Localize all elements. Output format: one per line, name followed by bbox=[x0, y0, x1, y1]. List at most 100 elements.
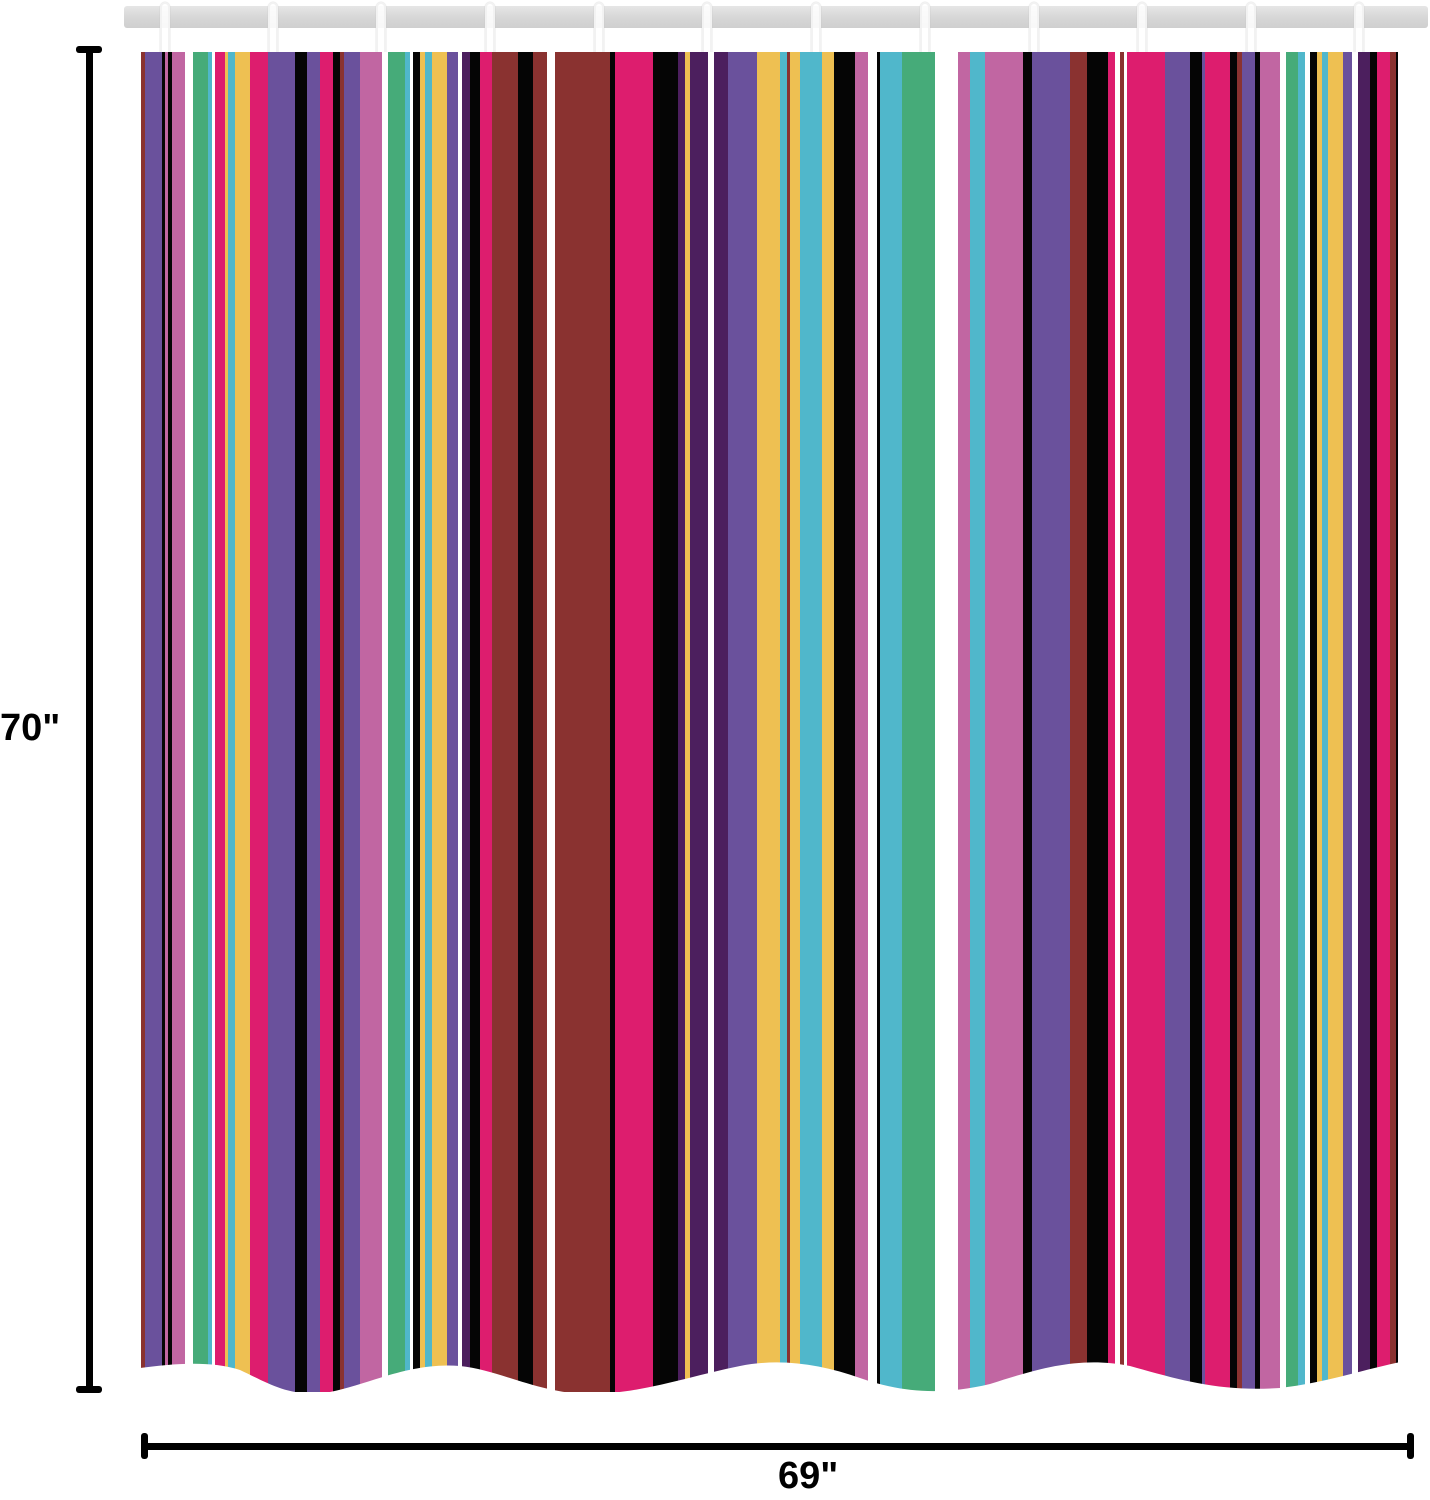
stripe-black bbox=[470, 52, 480, 1392]
stripe-purple bbox=[344, 52, 360, 1392]
stripe-purple bbox=[1165, 52, 1190, 1392]
stripe-brown bbox=[492, 52, 518, 1392]
stripe-purple bbox=[1343, 52, 1352, 1392]
stripe-orchid bbox=[855, 52, 868, 1392]
stripe-black bbox=[168, 52, 172, 1392]
stripe-yellow bbox=[757, 52, 780, 1392]
stripe-purple bbox=[268, 52, 295, 1392]
stripe-darkpurple bbox=[678, 52, 685, 1392]
stripe-teal bbox=[780, 52, 787, 1392]
stripe-black bbox=[834, 52, 855, 1392]
stripe-magenta bbox=[615, 52, 653, 1392]
stripe-white bbox=[212, 52, 215, 1392]
stripe-yellow bbox=[822, 52, 834, 1392]
stripe-white bbox=[1115, 52, 1120, 1392]
stripe-white bbox=[1124, 52, 1127, 1392]
stripe-green bbox=[193, 52, 208, 1392]
stripe-yellow bbox=[420, 52, 425, 1392]
stripe-orchid bbox=[958, 52, 970, 1392]
stripe-darkpurple bbox=[462, 52, 470, 1392]
stripe-black bbox=[1396, 52, 1398, 1392]
stripe-black bbox=[610, 52, 615, 1392]
stripe-black bbox=[1370, 52, 1377, 1392]
height-dimension-top-cap bbox=[76, 46, 102, 53]
stripe-purple bbox=[1032, 52, 1070, 1392]
stripe-brown bbox=[533, 52, 547, 1392]
stripe-yellow bbox=[685, 52, 690, 1392]
stripe-orchid bbox=[165, 52, 168, 1392]
height-label: 70" bbox=[0, 707, 61, 749]
stripe-orchid bbox=[1260, 52, 1280, 1392]
stripe-magenta bbox=[250, 52, 268, 1392]
stripe-magenta bbox=[1127, 52, 1165, 1392]
stripe-purple bbox=[728, 52, 757, 1392]
stripe-darkpurple bbox=[714, 52, 728, 1392]
stripe-white bbox=[458, 52, 462, 1392]
stripe-teal bbox=[800, 52, 822, 1392]
stripe-darkpurple bbox=[690, 52, 708, 1392]
striped-curtain bbox=[141, 52, 1398, 1392]
stripe-teal bbox=[228, 52, 235, 1392]
width-dimension-line bbox=[143, 1443, 1413, 1450]
stripe-teal bbox=[970, 52, 985, 1392]
stripe-magenta bbox=[1377, 52, 1390, 1392]
stripe-white bbox=[185, 52, 193, 1392]
curtain-hem-wave bbox=[120, 1360, 1430, 1420]
stripe-brown bbox=[1120, 52, 1124, 1392]
stripe-black bbox=[413, 52, 420, 1392]
stripe-brown bbox=[340, 52, 344, 1392]
stripe-yellow bbox=[1317, 52, 1322, 1392]
stripe-black bbox=[162, 52, 165, 1392]
stripe-teal bbox=[1322, 52, 1328, 1392]
stripe-teal bbox=[405, 52, 410, 1392]
stripe-magenta bbox=[480, 52, 492, 1392]
stripe-magenta bbox=[1108, 52, 1115, 1392]
stripe-black bbox=[1023, 52, 1032, 1392]
stripe-green bbox=[388, 52, 405, 1392]
height-dimension-line bbox=[86, 48, 93, 1390]
stripe-white bbox=[410, 52, 413, 1392]
width-dimension-right-cap bbox=[1407, 1433, 1414, 1459]
stripe-white bbox=[868, 52, 877, 1392]
stripe-magenta bbox=[1205, 52, 1230, 1392]
stripe-orchid bbox=[360, 52, 382, 1392]
stripe-black bbox=[1255, 52, 1260, 1392]
stripe-orchid bbox=[985, 52, 1023, 1392]
stripe-brown bbox=[555, 52, 610, 1392]
stripe-white bbox=[382, 52, 388, 1392]
curtain-rod bbox=[124, 6, 1428, 28]
stripe-black bbox=[295, 52, 307, 1392]
stripe-black bbox=[1190, 52, 1202, 1392]
stripe-teal bbox=[1298, 52, 1305, 1392]
stripe-brown bbox=[787, 52, 790, 1392]
stripe-brown bbox=[141, 52, 145, 1392]
stripe-purple bbox=[1202, 52, 1205, 1392]
stripe-purple bbox=[145, 52, 162, 1392]
stripe-yellow bbox=[1328, 52, 1343, 1392]
stripe-white bbox=[1352, 52, 1358, 1392]
width-label: 69" bbox=[778, 1455, 839, 1497]
stripe-green bbox=[902, 52, 935, 1392]
stripe-teal bbox=[208, 52, 212, 1392]
stripe-brown bbox=[1237, 52, 1242, 1392]
height-dimension-bottom-cap bbox=[76, 1386, 102, 1393]
stripe-magenta bbox=[215, 52, 225, 1392]
stripe-black bbox=[333, 52, 340, 1392]
stripe-brown bbox=[1070, 52, 1087, 1392]
stripe-darkpurple bbox=[1358, 52, 1370, 1392]
stripe-orchid bbox=[172, 52, 185, 1392]
stripe-yellow bbox=[790, 52, 800, 1392]
stripe-green bbox=[1286, 52, 1298, 1392]
stripe-black bbox=[653, 52, 678, 1392]
stripe-purple bbox=[447, 52, 458, 1392]
stripe-black bbox=[518, 52, 533, 1392]
stripe-white bbox=[547, 52, 555, 1392]
stripe-teal bbox=[880, 52, 902, 1392]
stripe-white bbox=[1305, 52, 1310, 1392]
stripe-purple bbox=[1242, 52, 1255, 1392]
stripe-white bbox=[935, 52, 958, 1392]
stripe-white bbox=[1280, 52, 1286, 1392]
stripe-purple bbox=[307, 52, 320, 1392]
stripe-brown bbox=[1390, 52, 1396, 1392]
stripe-black bbox=[1230, 52, 1237, 1392]
